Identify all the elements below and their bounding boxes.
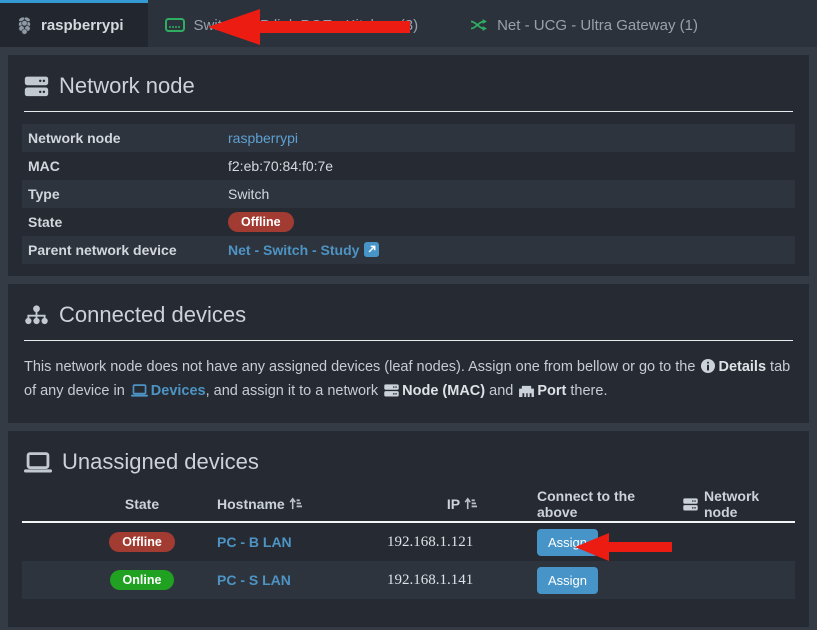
col-header-hostname[interactable]: Hostname	[217, 496, 387, 512]
detail-label: MAC	[28, 158, 60, 174]
devices-link[interactable]: Devices	[150, 383, 206, 399]
col-header-connect: Connect to the above Network node	[537, 488, 760, 520]
section-divider	[24, 340, 793, 341]
server-icon	[384, 384, 399, 397]
ip-value: 192.168.1.141	[387, 571, 474, 588]
section-title: Unassigned devices	[62, 449, 259, 474]
detail-label: Network node	[28, 130, 121, 146]
note-text: This network node does not have any assi…	[24, 359, 700, 375]
external-link-icon[interactable]	[364, 242, 380, 257]
laptop-icon	[24, 451, 52, 473]
tab-switch-tp-link-poe-kitchen[interactable]: Switch - TP link POE - Kitchen (3)	[148, 0, 436, 47]
sort-icon[interactable]	[464, 497, 478, 510]
table-row: Type Switch	[22, 180, 795, 208]
hostname-link[interactable]: PC - S LAN	[217, 572, 291, 588]
type-value: Switch	[228, 186, 270, 202]
no-devices-note: This network node does not have any assi…	[22, 353, 795, 411]
sort-icon[interactable]	[289, 497, 302, 510]
assign-button[interactable]: Assign	[537, 566, 599, 594]
detail-label: State	[28, 214, 63, 230]
status-badge: Offline	[109, 532, 175, 552]
status-badge: Online	[109, 570, 175, 590]
network-switch-icon	[164, 18, 185, 32]
table-row: Offline PC - B LAN 192.168.1.121 Assign	[22, 523, 795, 561]
table-row: Online PC - S LAN 192.168.1.141 Assign	[22, 561, 795, 599]
col-header-ip[interactable]: IP	[387, 496, 537, 512]
ip-value: 192.168.1.121	[387, 533, 474, 550]
server-icon	[683, 497, 698, 511]
note-text: and	[485, 383, 518, 399]
network-node-header: Network node	[22, 67, 795, 101]
table-row: State Offline	[22, 208, 795, 236]
detail-label: Type	[28, 186, 60, 202]
section-title: Network node	[59, 73, 195, 98]
parent-device-link[interactable]: Net - Switch - Study	[228, 242, 360, 258]
network-node-panel: Network node Network node raspberrypi MA…	[8, 55, 809, 276]
tab-raspberrypi[interactable]: raspberrypi	[0, 0, 148, 47]
section-divider	[24, 111, 793, 112]
laptop-icon	[130, 384, 148, 397]
note-details: Details	[718, 359, 767, 375]
ethernet-port-icon	[519, 384, 535, 397]
tab-label: raspberrypi	[41, 16, 124, 34]
detail-label: Parent network device	[28, 242, 177, 258]
connected-devices-header: Connected devices	[22, 296, 795, 330]
connected-devices-panel: Connected devices This network node does…	[8, 284, 809, 423]
server-icon	[24, 76, 49, 97]
assign-button[interactable]: Assign	[537, 528, 599, 556]
note-text: there.	[566, 383, 608, 399]
status-badge: Offline	[228, 212, 294, 232]
info-icon	[701, 359, 716, 373]
node-name-link[interactable]: raspberrypi	[228, 130, 299, 146]
col-header-state: State	[124, 496, 160, 512]
table-row: MAC f2:eb:70:84:f0:7e	[22, 152, 795, 180]
unassigned-table-header: State Hostname IP Connect to the above N…	[22, 487, 795, 521]
unassigned-devices-panel: Unassigned devices State Hostname IP Con…	[8, 431, 809, 627]
network-node-detail-table: Network node raspberrypi MAC f2:eb:70:84…	[22, 124, 795, 264]
note-node-mac: Node (MAC)	[402, 383, 486, 399]
note-text: tab of any device in	[24, 359, 791, 399]
tab-bar: raspberrypi Switch - TP link POE - Kitch…	[0, 0, 817, 47]
tab-label: Switch - TP link POE - Kitchen (3)	[193, 16, 419, 34]
table-row: Parent network device Net - Switch - Stu…	[22, 236, 795, 264]
sitemap-icon	[24, 305, 49, 325]
raspberry-pi-icon	[17, 16, 32, 35]
tab-net-ucg-ultra-gateway[interactable]: Net - UCG - Ultra Gateway (1)	[453, 0, 715, 47]
mac-value: f2:eb:70:84:f0:7e	[228, 158, 334, 174]
note-port: Port	[537, 383, 567, 399]
table-header-divider	[22, 521, 795, 523]
unassigned-devices-header: Unassigned devices	[22, 443, 795, 477]
section-title: Connected devices	[59, 302, 247, 327]
tab-label: Net - UCG - Ultra Gateway (1)	[497, 16, 698, 34]
note-text: , and assign it to a network	[205, 383, 383, 399]
shuffle-icon	[470, 18, 488, 32]
hostname-link[interactable]: PC - B LAN	[217, 534, 292, 550]
table-row: Network node raspberrypi	[22, 124, 795, 152]
